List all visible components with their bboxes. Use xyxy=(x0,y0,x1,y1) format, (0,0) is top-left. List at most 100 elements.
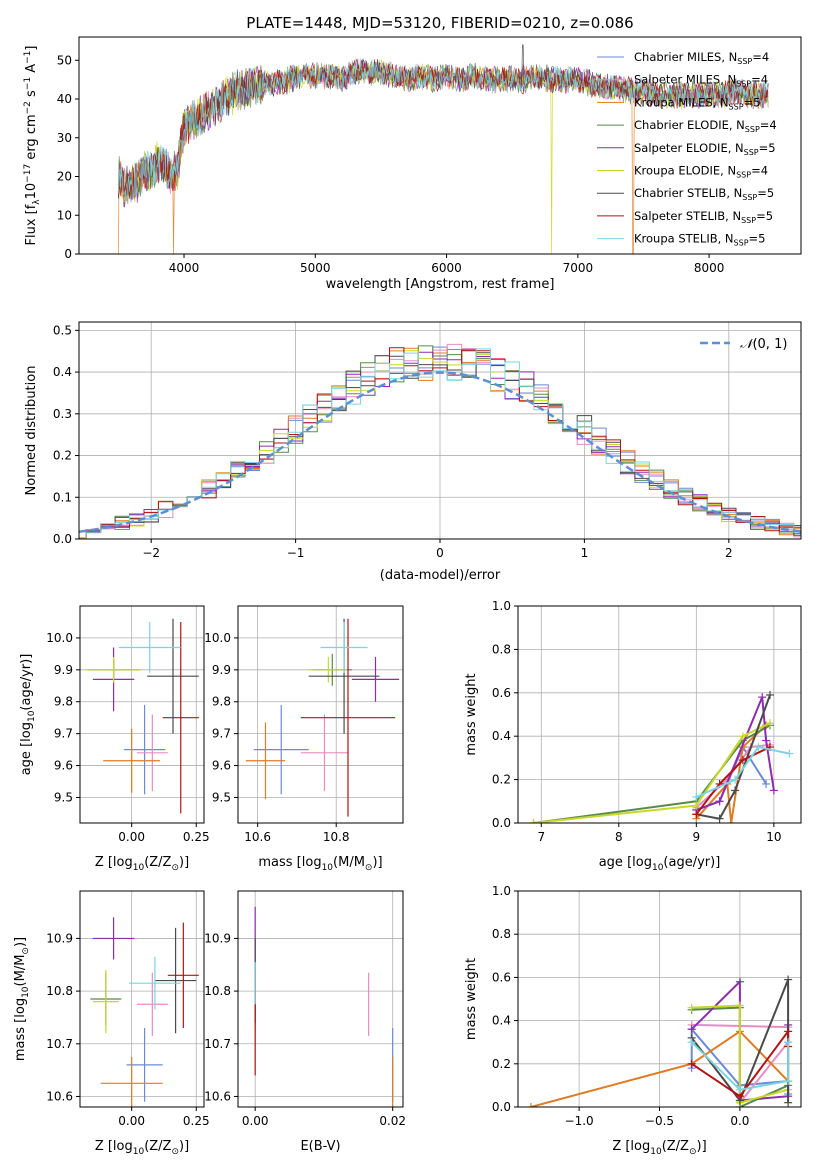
y-tick-label: 50 xyxy=(57,53,72,67)
y-tick-label: 10.6 xyxy=(204,1089,231,1103)
weight-marker xyxy=(754,743,763,752)
x-tick-label: 4000 xyxy=(169,261,200,275)
weight-marker xyxy=(762,779,771,788)
axes-age_vs_mass: 10.6 10.8 9.5 9.6 9.7 9.8 9.9 10.0 mass [log10(M… xyxy=(204,605,404,873)
y-tick-label: 10.6 xyxy=(46,1089,73,1103)
error-bar-point xyxy=(147,618,199,734)
x-tick-label: 7000 xyxy=(563,261,594,275)
x-tick-label: 8 xyxy=(615,830,623,844)
axes-frame xyxy=(237,605,404,824)
y-axis-label: Flux [fλ10−17 erg cm−2 s−1 A−1] xyxy=(23,46,42,246)
y-tick-label: 9.7 xyxy=(212,727,231,741)
plot-area-age_vs_mass xyxy=(245,618,400,817)
y-tick-label: 10.0 xyxy=(46,631,73,645)
axes-mass_vs_EBV: 0.00 0.02 10.6 10.7 10.8 10.9 E(B-V) xyxy=(204,890,406,1154)
y-tick-label: 0.0 xyxy=(492,1100,511,1114)
axes-frame xyxy=(78,36,802,255)
y-tick-label: 1.0 xyxy=(492,599,511,613)
error-bar-point xyxy=(320,621,368,674)
y-axis-label: mass [log10(M/M⊙)] xyxy=(13,937,31,1061)
error-bar-point xyxy=(351,657,400,702)
legend-label: Salpeter MILES, NSSP=4 xyxy=(634,73,768,89)
error-bar-point xyxy=(300,618,396,817)
y-tick-label: 9.6 xyxy=(212,759,231,773)
x-tick-label: 1 xyxy=(581,546,589,560)
weight-marker xyxy=(762,736,771,745)
y-tick-label: 10.7 xyxy=(46,1037,73,1051)
x-tick-label: 10.8 xyxy=(323,830,350,844)
y-tick-label: 0 xyxy=(64,247,72,261)
plot-area-spectrum xyxy=(118,44,769,254)
x-tick-label: 0.25 xyxy=(183,1114,210,1128)
weight-line-2 xyxy=(695,724,767,823)
weight-marker xyxy=(529,819,538,823)
weight-line-8 xyxy=(695,745,790,798)
weight-marker xyxy=(738,756,747,765)
error-bar-point xyxy=(92,917,135,960)
y-tick-label: 9.6 xyxy=(54,759,73,773)
weight-marker xyxy=(727,819,736,823)
axes-mass_vs_Z: 0.00 0.25 10.6 10.7 10.8 10.9 Z [log10(Z/Z⊙)] m… xyxy=(13,890,210,1157)
legend-label: Salpeter STELIB, NSSP=5 xyxy=(634,209,773,225)
x-axis-label: Z [log10(Z/Z⊙)] xyxy=(612,1139,706,1157)
x-tick-label: 0.00 xyxy=(118,830,145,844)
weight-marker xyxy=(715,797,724,806)
y-tick-label: 0.0 xyxy=(53,532,72,546)
weight-marker xyxy=(735,1001,744,1010)
x-tick-label: 10 xyxy=(766,830,781,844)
x-tick-label: −0.5 xyxy=(645,1114,674,1128)
x-tick-label: 0.25 xyxy=(183,830,210,844)
weight-marker xyxy=(738,732,747,741)
residuals-legend: 𝒩(0, 1) xyxy=(700,337,787,352)
y-axis-label: mass weight xyxy=(464,958,479,1040)
y-tick-label: 0.0 xyxy=(492,816,511,830)
frame-spectrum: 4000 5000 6000 7000 8000 0 10 20 30 40 50 wavelengt… xyxy=(23,36,802,292)
y-tick-label: 9.9 xyxy=(212,663,231,677)
x-tick-label: −2 xyxy=(142,546,160,560)
plot-area-residuals xyxy=(79,343,801,539)
legend-label: 𝒩(0, 1) xyxy=(740,337,787,352)
error-bar-point xyxy=(245,722,286,800)
error-bar-point xyxy=(136,972,168,1036)
frame-residuals: −2 −1 0 1 2 0.0 0.1 0.2 0.3 0.4 0.5 (data-model)/er… xyxy=(24,321,802,583)
frame-age_vs_mass: 10.6 10.8 9.5 9.6 9.7 9.8 9.9 10.0 mass [log10(M… xyxy=(204,605,404,873)
weight-marker xyxy=(687,1059,696,1068)
axes-frame xyxy=(79,605,205,824)
weight-marker xyxy=(735,977,744,986)
frame-mass_weight_vs_Z: −1.0 −0.5 0.0 0.0 0.2 0.4 0.6 0.8 1.0 Z [log10(Z/… xyxy=(464,884,802,1157)
y-tick-label: 0.3 xyxy=(53,407,72,421)
weight-line-6 xyxy=(696,694,771,820)
weight-marker xyxy=(784,1098,793,1107)
weight-marker xyxy=(687,1025,696,1034)
weight-marker xyxy=(765,690,774,699)
axes-frame xyxy=(237,890,404,1108)
weight-marker xyxy=(784,975,793,984)
y-tick-label: 10.7 xyxy=(204,1037,231,1051)
y-axis-label: mass weight xyxy=(464,673,479,755)
weight-marker xyxy=(735,1085,744,1094)
weight-line-2 xyxy=(530,1030,789,1107)
y-tick-label: 0.4 xyxy=(492,729,511,743)
histogram-8 xyxy=(79,348,801,538)
x-axis-label: mass [log10(M/M⊙)] xyxy=(258,855,382,873)
weight-marker xyxy=(731,775,740,784)
weight-marker xyxy=(692,801,701,810)
weight-line-8 xyxy=(690,1041,790,1091)
y-tick-label: 10.9 xyxy=(46,931,73,945)
error-bar-point xyxy=(162,621,199,814)
x-tick-label: 0.02 xyxy=(379,1114,406,1128)
frame-mass_vs_Z: 0.00 0.25 10.6 10.7 10.8 10.9 Z [log10(Z/Z⊙)] m… xyxy=(13,890,210,1157)
y-tick-label: 0.1 xyxy=(53,490,72,504)
weight-line-3 xyxy=(533,724,771,823)
plot-area-mass_weight_vs_Z xyxy=(526,975,793,1107)
y-tick-label: 0.5 xyxy=(53,323,72,337)
error-bar-point xyxy=(154,927,197,1034)
x-axis-label: E(B-V) xyxy=(300,1139,340,1154)
plot-area-age_vs_Z xyxy=(85,618,199,814)
x-tick-label: 5000 xyxy=(300,261,331,275)
axes-age_vs_Z: 0.00 0.25 9.5 9.6 9.7 9.8 9.9 10.0 Z [log10(Z/Z⊙… xyxy=(19,605,210,873)
error-bar-point xyxy=(167,922,199,1028)
x-tick-label: 0.00 xyxy=(242,1114,269,1128)
y-tick-label: 0.2 xyxy=(492,1057,511,1071)
